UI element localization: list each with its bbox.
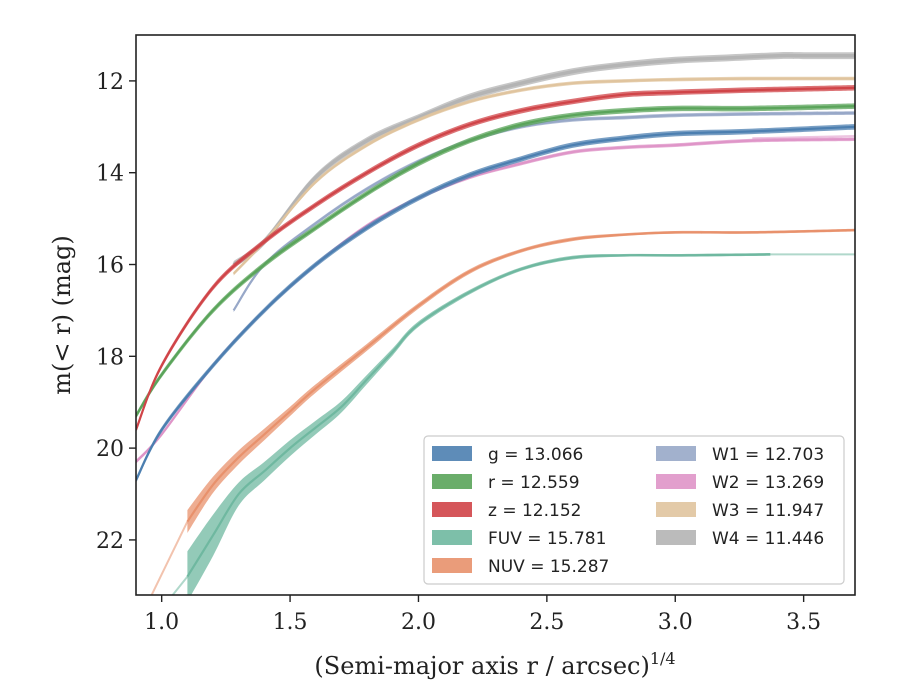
extrapolation-fuv-1 — [171, 575, 189, 595]
line-w3 — [232, 77, 855, 275]
legend-swatch-z — [432, 502, 472, 517]
line-g — [136, 125, 855, 481]
series-w3 — [232, 76, 855, 276]
legend-label-nuv: NUV = 15.287 — [488, 557, 609, 577]
legend-entry-r: r = 12.559 — [432, 473, 580, 493]
legend-label-g: g = 13.066 — [488, 445, 583, 465]
plot-frame — [135, 34, 856, 596]
y-tick-label-1: 14 — [96, 162, 124, 187]
legend-label-fuv: FUV = 15.781 — [488, 529, 606, 549]
y-tick-label-2: 16 — [96, 254, 124, 279]
series-z — [136, 85, 855, 433]
band-w4 — [233, 52, 855, 268]
legend-swatch-fuv — [432, 530, 472, 545]
line-z — [136, 86, 855, 431]
line-w4 — [232, 53, 855, 266]
plot-area — [136, 52, 855, 595]
legend-label-w3: W3 = 11.947 — [712, 501, 824, 521]
y-tick-label-0: 12 — [96, 70, 124, 95]
legend-swatch-w1 — [656, 446, 696, 461]
y-axis-label: m(< r) (mag) — [48, 235, 76, 394]
x-tick-label-4: 3.0 — [658, 610, 693, 635]
y-tick-label-3: 18 — [96, 345, 124, 370]
legend-entry-g: g = 13.066 — [432, 445, 583, 465]
series-r — [136, 103, 855, 419]
legend-swatch-g — [432, 446, 472, 461]
legend-box — [423, 435, 845, 585]
legend-swatch-w2 — [656, 474, 696, 489]
line-nuv — [186, 229, 855, 523]
x-tick-label-5: 3.5 — [786, 610, 821, 635]
legend-entry-z: z = 12.152 — [432, 501, 581, 521]
legend-entry-nuv: NUV = 15.287 — [432, 557, 609, 577]
band-nuv — [187, 228, 855, 533]
line-fuv — [186, 253, 771, 578]
x-tick-label-3: 2.5 — [529, 610, 564, 635]
extrapolation-w2-4 — [752, 135, 855, 140]
series-fuv — [186, 253, 771, 595]
legend-label-w2: W2 = 13.269 — [712, 473, 824, 493]
legend-label-w4: W4 = 11.446 — [712, 529, 824, 549]
series-w2 — [136, 137, 855, 464]
y-tick-label-4: 20 — [96, 437, 124, 462]
legend-label-r: r = 12.559 — [488, 473, 580, 493]
band-g — [136, 124, 855, 483]
x-axis-label-exponent: 1/4 — [650, 649, 676, 668]
legend-label-z: z = 12.152 — [488, 501, 581, 521]
extrapolation-nuv-0 — [150, 521, 189, 595]
axes: 1.0 1.5 2.0 2.5 3.0 3.5 12 14 16 18 20 22 — [96, 70, 821, 635]
series-g — [136, 124, 855, 483]
x-tick-label-2: 2.0 — [401, 610, 436, 635]
legend: g = 13.066 r = 12.559 z = 12.152 FUV = 15.7… — [423, 435, 845, 585]
legend-entry-w3: W3 = 11.947 — [656, 501, 824, 521]
legend-label-w1: W1 = 12.703 — [712, 445, 824, 465]
line-w1 — [232, 111, 855, 312]
series-w4 — [232, 52, 855, 268]
legend-swatch-nuv — [432, 558, 472, 573]
x-tick-label-1: 1.5 — [273, 610, 308, 635]
band-w2 — [136, 137, 855, 464]
legend-entry-w2: W2 = 13.269 — [656, 473, 824, 493]
legend-entry-w4: W4 = 11.446 — [656, 529, 824, 549]
legend-swatch-w3 — [656, 502, 696, 517]
series-nuv — [186, 228, 855, 533]
legend-entry-fuv: FUV = 15.781 — [432, 529, 606, 549]
y-tick-label-5: 22 — [96, 529, 124, 554]
x-tick-label-0: 1.0 — [144, 610, 179, 635]
legend-entry-w1: W1 = 12.703 — [656, 445, 824, 465]
legend-swatch-w4 — [656, 530, 696, 545]
line-w2 — [136, 138, 855, 463]
legend-swatch-r — [432, 474, 472, 489]
x-axis-label: (Semi-major axis r / arcsec)1/4 — [314, 649, 675, 680]
line-r — [136, 105, 855, 417]
